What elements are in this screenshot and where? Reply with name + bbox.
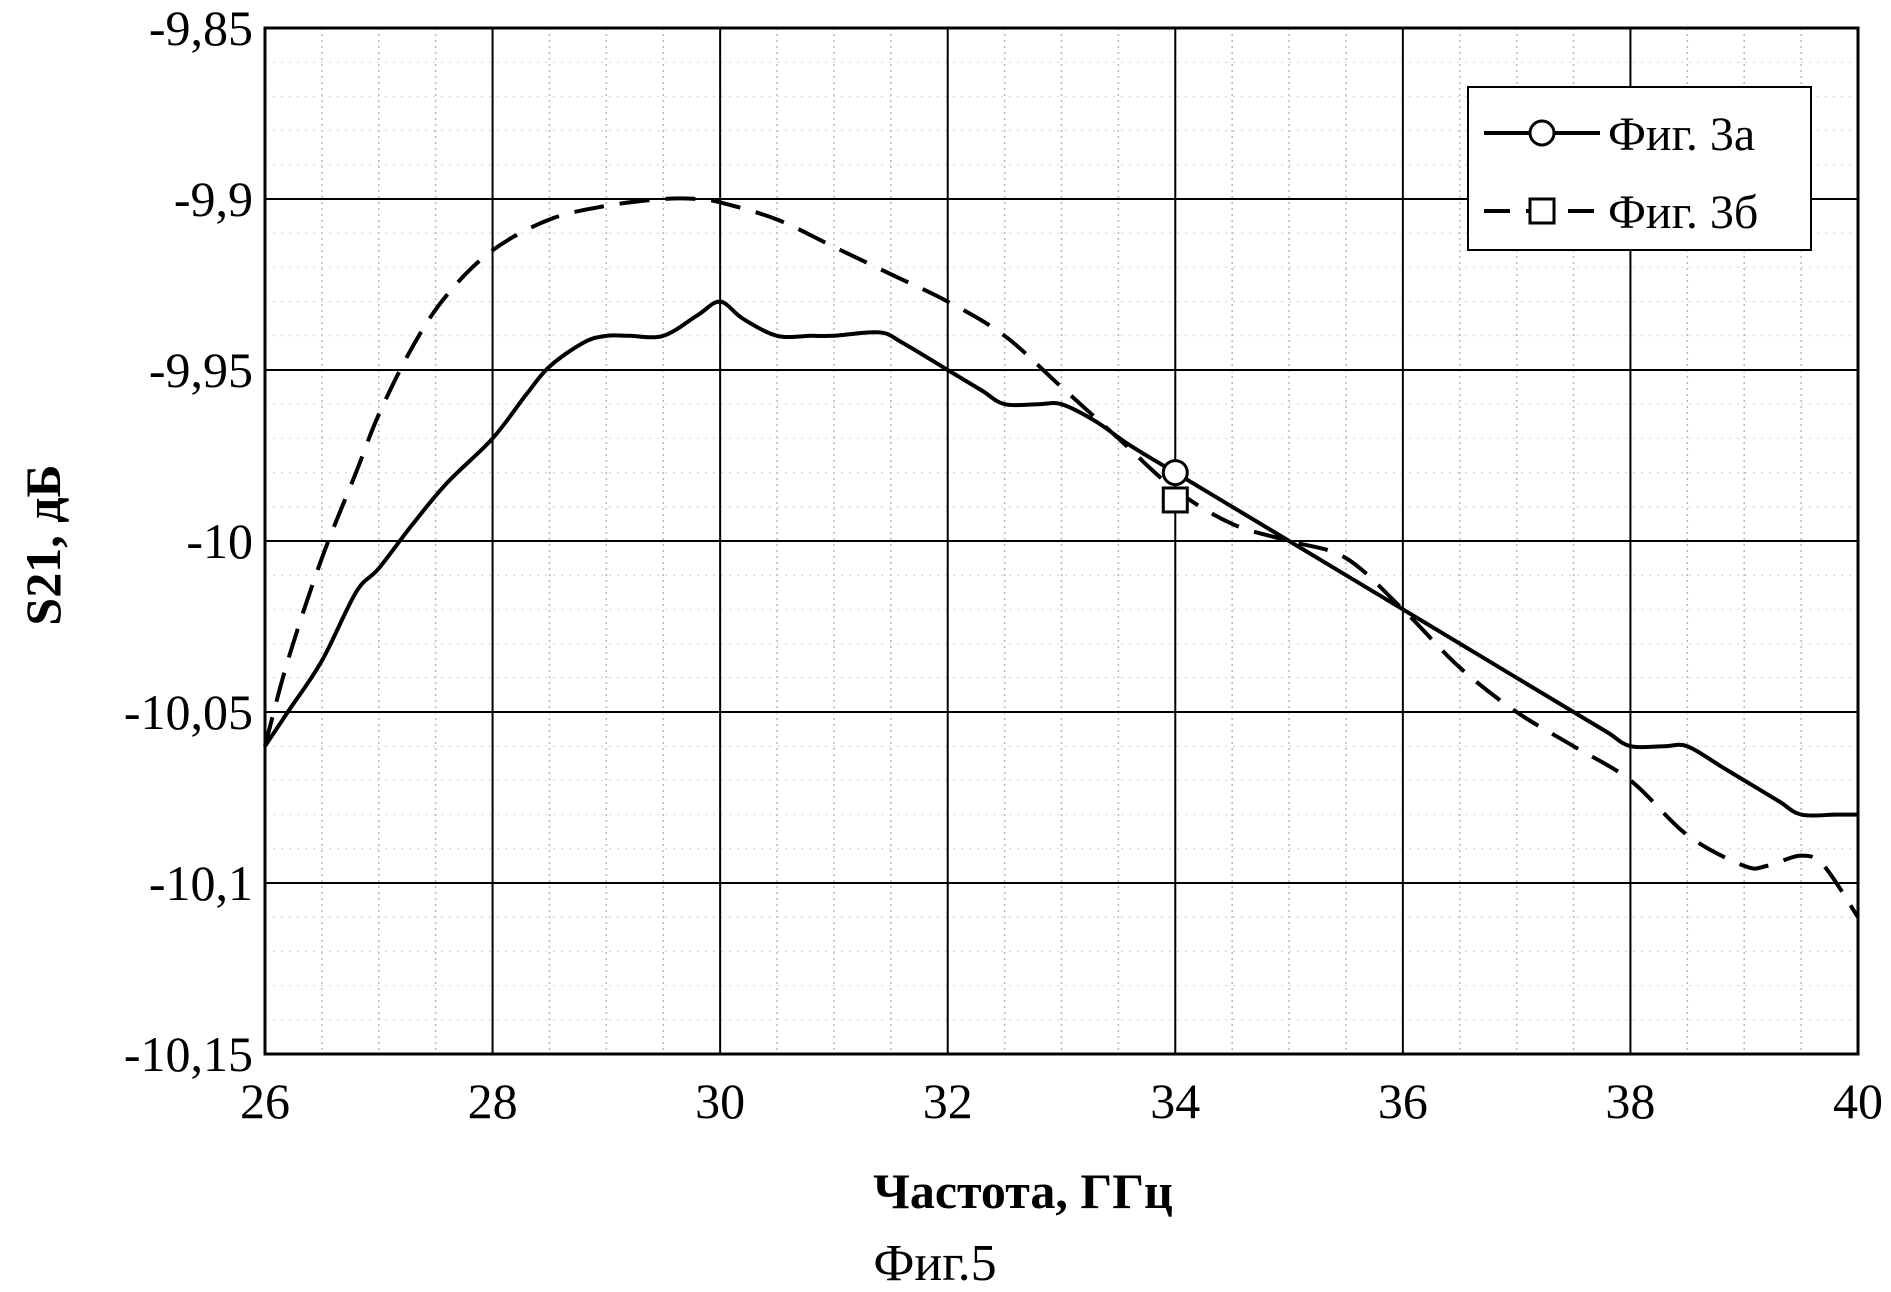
series-a-marker xyxy=(1163,461,1187,485)
y-axis-title: S21, дБ xyxy=(15,464,71,625)
x-tick-label: 34 xyxy=(1150,1073,1200,1129)
legend: Фиг. 3а Фиг. 3б xyxy=(1468,87,1811,250)
y-tick-label: -10 xyxy=(186,513,253,569)
x-tick-label: 40 xyxy=(1833,1073,1883,1129)
figure-caption: Фиг.5 xyxy=(873,1235,996,1292)
y-tick-label: -9,9 xyxy=(174,171,253,227)
x-tick-label: 38 xyxy=(1605,1073,1655,1129)
x-tick-label: 30 xyxy=(695,1073,745,1129)
y-tick-label: -9,85 xyxy=(149,0,253,56)
x-axis-title: Частота, ГГц xyxy=(873,1163,1173,1219)
y-tick-label: -10,15 xyxy=(124,1026,253,1082)
x-tick-label: 28 xyxy=(468,1073,518,1129)
y-tick-label: -10,1 xyxy=(149,855,253,911)
legend-label-series-b: Фиг. 3б xyxy=(1608,186,1758,239)
legend-marker-series-b xyxy=(1530,199,1554,223)
y-tick-label: -9,95 xyxy=(149,342,253,398)
x-tick-label: 36 xyxy=(1378,1073,1428,1129)
x-tick-label: 32 xyxy=(923,1073,973,1129)
legend-label-series-a: Фиг. 3а xyxy=(1608,108,1755,161)
series-b-marker xyxy=(1163,488,1187,512)
y-tick-label: -10,05 xyxy=(124,684,253,740)
legend-marker-series-a xyxy=(1530,121,1554,145)
